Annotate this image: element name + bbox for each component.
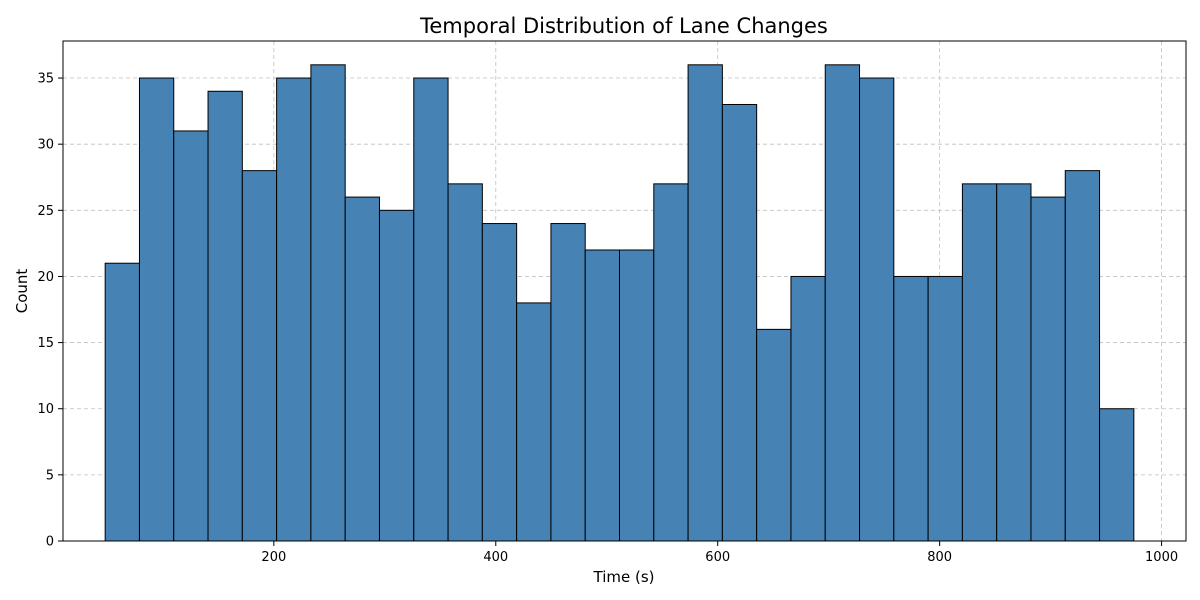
- x-tick-label: 200: [261, 550, 286, 565]
- y-tick-label: 15: [37, 336, 54, 351]
- y-tick-label: 25: [37, 204, 54, 219]
- histogram-bar: [996, 183, 1032, 542]
- x-axis-label: Time (s): [593, 568, 655, 586]
- chart-title: Temporal Distribution of Lane Changes: [419, 14, 828, 38]
- histogram-bar: [173, 130, 209, 542]
- y-tick-label: 10: [37, 402, 54, 417]
- y-tick-label: 30: [37, 138, 54, 153]
- histogram-bar: [138, 77, 175, 542]
- y-tick-label: 0: [46, 535, 54, 550]
- histogram-bar: [927, 275, 963, 542]
- x-tick-label: 600: [705, 550, 730, 565]
- histogram-bar: [824, 64, 861, 542]
- y-axis-ticks: 0 5 10 15 20 25 30 35: [37, 72, 63, 550]
- histogram-bar: [790, 275, 826, 542]
- histogram-bar: [516, 302, 552, 542]
- histogram-bar: [653, 183, 689, 542]
- histogram-bar: [344, 196, 380, 542]
- histogram-bar: [1099, 408, 1135, 542]
- histogram-bar: [447, 183, 483, 542]
- histogram-bar: [550, 223, 586, 542]
- histogram-bar: [687, 64, 723, 542]
- histogram-bar: [1064, 170, 1101, 542]
- y-axis-label: Count: [13, 269, 31, 314]
- histogram-bar: [241, 170, 278, 542]
- x-tick-label: 800: [927, 550, 952, 565]
- histogram-bar: [721, 103, 758, 542]
- histogram-bar: [413, 77, 449, 542]
- histogram-bar: [859, 77, 895, 542]
- histogram-bar: [619, 249, 655, 542]
- histogram-bar: [310, 64, 346, 542]
- histogram-bar: [378, 209, 415, 542]
- histogram-bar: [104, 262, 140, 542]
- histogram-bar: [276, 77, 312, 542]
- histogram-bar: [584, 249, 621, 542]
- plot-frame: [62, 40, 1187, 542]
- x-axis-ticks: 200 400 600 800 1000: [261, 541, 1178, 565]
- x-tick-label: 400: [483, 550, 508, 565]
- histogram-bar: [893, 275, 929, 542]
- y-tick-label: 5: [46, 468, 54, 483]
- x-tick-label: 1000: [1145, 550, 1178, 565]
- histogram-bar: [207, 90, 243, 542]
- histogram-bar: [756, 328, 792, 542]
- histogram-bars: [104, 64, 1135, 542]
- histogram-bar: [481, 223, 518, 542]
- y-tick-label: 20: [37, 270, 54, 285]
- histogram-bar: [1030, 196, 1066, 542]
- y-tick-label: 35: [37, 72, 54, 87]
- histogram-bar: [961, 183, 998, 542]
